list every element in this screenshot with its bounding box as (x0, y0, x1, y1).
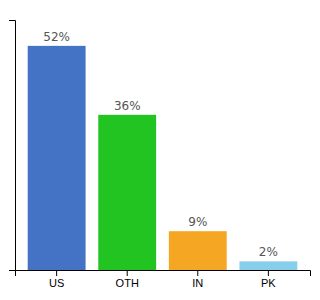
data-label: 2% (259, 245, 278, 259)
x-tick-mark (56, 270, 57, 276)
x-tick: PK (261, 270, 276, 289)
data-label: 52% (43, 30, 70, 44)
chart: US OTH IN PK 52% 36% 9% 2% (0, 0, 320, 300)
x-tick: IN (192, 270, 203, 289)
x-tick-label: IN (192, 277, 203, 289)
bars (28, 46, 298, 270)
data-label: 9% (188, 215, 207, 229)
x-tick-mark (268, 270, 269, 276)
y-axis (9, 21, 16, 271)
y-axis-line (9, 21, 16, 271)
plot: US OTH IN PK 52% 36% 9% 2% (9, 21, 311, 289)
x-axis: US OTH IN PK (16, 270, 311, 289)
x-tick-label: PK (261, 277, 276, 289)
bar (169, 231, 227, 270)
x-tick: OTH (116, 270, 139, 289)
x-tick-label: US (49, 277, 64, 289)
x-tick-label: OTH (116, 277, 139, 289)
bar (28, 46, 86, 270)
x-tick-mark (127, 270, 128, 276)
data-label: 36% (114, 99, 141, 113)
bar (98, 115, 156, 270)
x-tick-mark (197, 270, 198, 276)
data-labels: 52% 36% 9% 2% (43, 30, 278, 260)
bar (239, 261, 297, 270)
x-axis-line (16, 271, 311, 277)
x-tick: US (49, 270, 64, 289)
